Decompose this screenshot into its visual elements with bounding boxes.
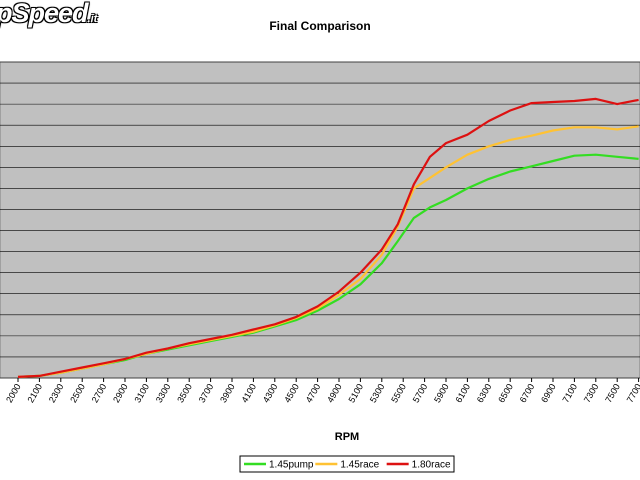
logo-text: pSpeed <box>0 0 89 28</box>
x-tick-label: 6700 <box>518 382 537 404</box>
x-tick-label: 7100 <box>560 382 579 404</box>
series-group <box>17 97 639 378</box>
x-tick-label: 2900 <box>111 382 130 404</box>
logo-suffix: .it <box>87 13 98 25</box>
gridlines <box>0 61 640 379</box>
x-tick-label: 3500 <box>175 382 194 404</box>
legend-label: 1.45pump <box>269 460 314 471</box>
legend: 1.45pump 1.45race 1.80race <box>239 455 455 473</box>
x-tick-label: 4100 <box>239 382 258 404</box>
x-tick-label: 4300 <box>261 382 280 404</box>
legend-label: 1.80race <box>412 460 451 471</box>
x-tick-label: 3300 <box>154 382 173 404</box>
logo: pSpeed.it <box>0 0 97 29</box>
x-tick-label: 5500 <box>389 382 408 404</box>
x-tick-label: 2700 <box>90 382 109 404</box>
plot-area <box>0 61 640 379</box>
x-tick-label: 4500 <box>282 382 301 404</box>
x-tick-label: 5300 <box>368 382 387 404</box>
x-tick-label: 4900 <box>325 382 344 404</box>
x-tick-label: 7500 <box>603 382 622 404</box>
x-tick-label: 3700 <box>197 382 216 404</box>
chart-title: Final Comparison <box>269 19 370 33</box>
x-tick-label: 6500 <box>496 382 515 404</box>
legend-label: 1.45race <box>340 460 379 471</box>
series-line-1.80race <box>17 97 639 378</box>
x-tick-label: 2100 <box>25 382 44 404</box>
x-axis-ticks: 2000 2100 2300 2500 2700 2900 3100 3300 3500 3700… <box>4 378 640 404</box>
x-tick-label: 2500 <box>68 382 87 404</box>
x-tick-label: 6900 <box>539 382 558 404</box>
x-axis-label: RPM <box>335 431 359 443</box>
x-tick-label: 2300 <box>47 382 66 404</box>
x-tick-label: 2000 <box>4 382 23 404</box>
legend-box <box>239 455 455 473</box>
x-tick-label: 7700 <box>625 382 640 404</box>
x-tick-label: 3900 <box>218 382 237 404</box>
x-tick-label: 5100 <box>346 382 365 404</box>
x-tick-label: 4700 <box>304 382 323 404</box>
x-tick-label: 5900 <box>432 382 451 404</box>
x-tick-label: 6300 <box>475 382 494 404</box>
x-tick-label: 7300 <box>582 382 601 404</box>
x-tick-label: 3100 <box>132 382 151 404</box>
x-tick-label: 5700 <box>411 382 430 404</box>
x-tick-label: 6100 <box>453 382 472 404</box>
